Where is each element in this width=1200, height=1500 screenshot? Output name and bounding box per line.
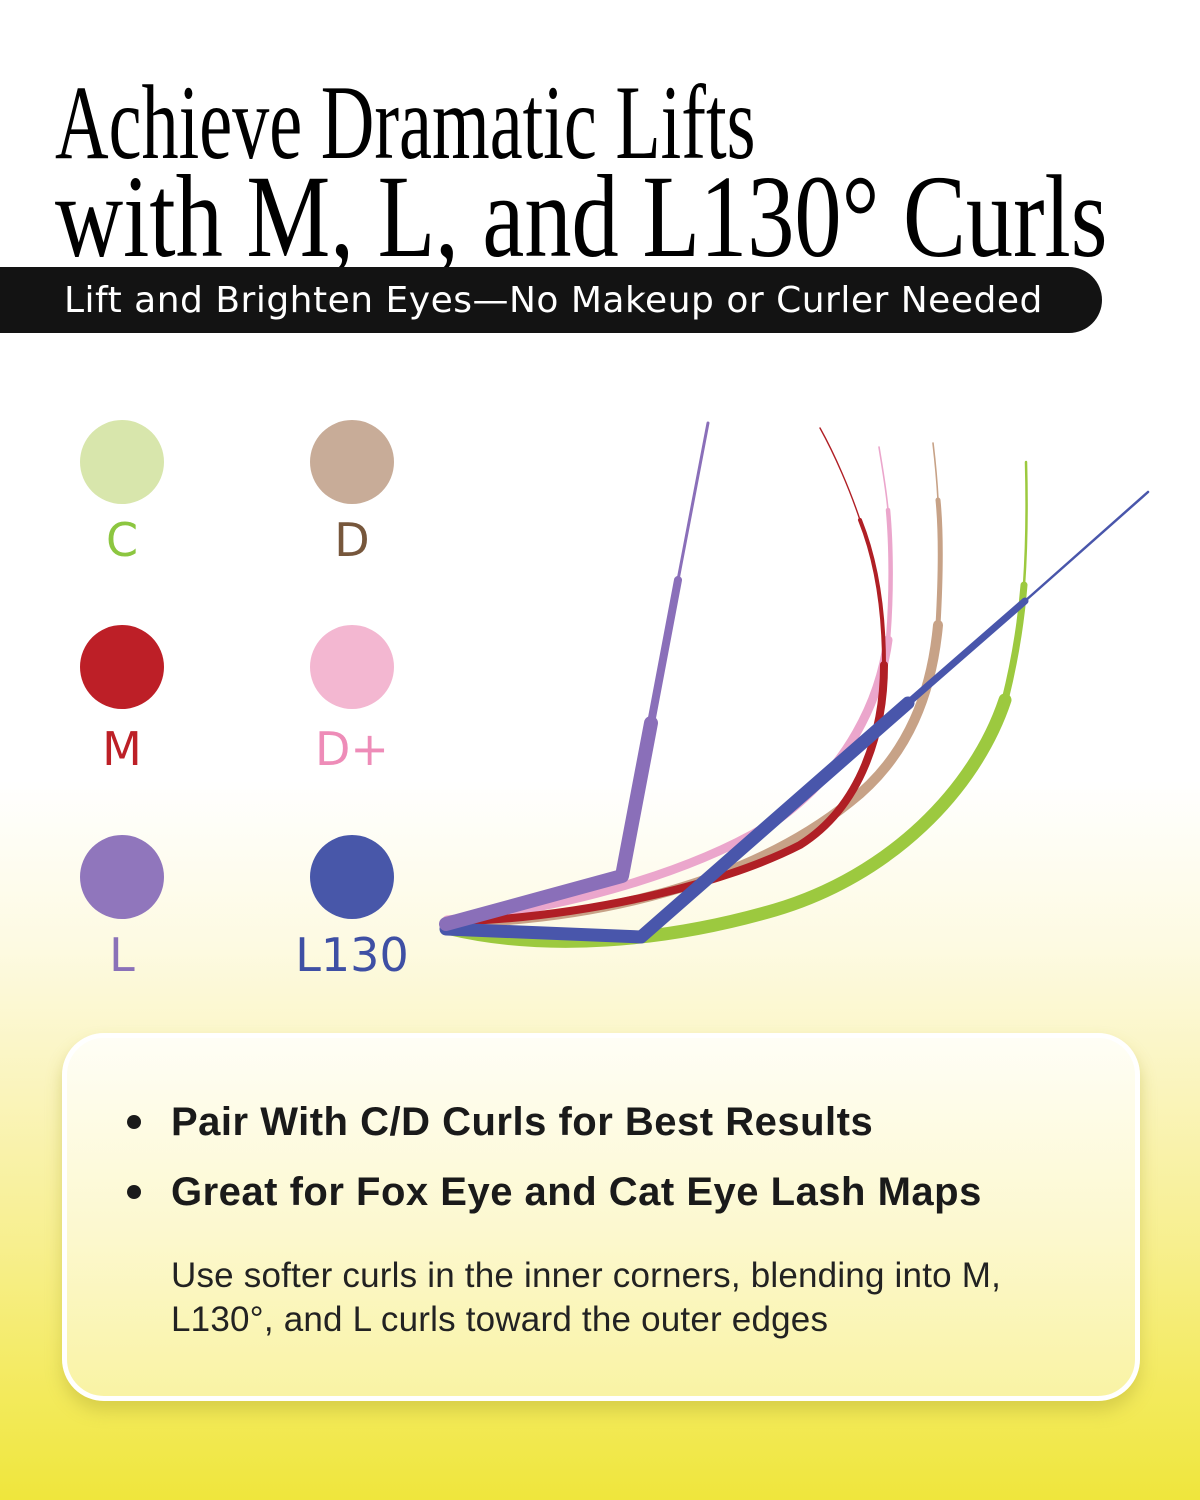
bullet-text-pair-curls: Pair With C/D Curls for Best Results	[171, 1100, 874, 1144]
d-curl-swatch	[310, 420, 394, 504]
c-curl-curve	[440, 460, 1028, 948]
m-curl-curve	[443, 427, 888, 926]
list-item: Pair With C/D Curls for Best Results	[105, 1100, 1095, 1144]
bullet-dot-icon	[127, 1115, 141, 1129]
bullet-text-lash-maps: Great for Fox Eye and Cat Eye Lash Maps	[171, 1170, 982, 1214]
l-curl-curve	[439, 421, 710, 931]
m-curl-swatch	[80, 625, 164, 709]
l130-curl-swatch	[310, 835, 394, 919]
c-curl-swatch	[80, 420, 164, 504]
subtitle-banner: Lift and Brighten Eyes—No Makeup or Curl…	[0, 267, 1102, 333]
l-curl-label: L	[109, 928, 135, 982]
c-curl-label: C	[105, 513, 139, 567]
d-plus-curl-curve	[442, 446, 893, 925]
d-curl-curve	[442, 442, 943, 928]
usage-note: Use softer curls in the inner corners, b…	[171, 1256, 1001, 1340]
d-plus-curl-swatch	[310, 625, 394, 709]
list-item: Great for Fox Eye and Cat Eye Lash Maps	[105, 1170, 1095, 1214]
bullet-dot-icon	[127, 1185, 141, 1199]
d-curl-label: D	[334, 513, 370, 567]
l130-curl-curve	[439, 490, 1150, 944]
l130-curl-label: L130	[295, 928, 409, 982]
tips-box: Pair With C/D Curls for Best Results Gre…	[62, 1033, 1140, 1401]
l-curl-swatch	[80, 835, 164, 919]
m-curl-label: M	[102, 722, 142, 776]
subtitle-banner-text: Lift and Brighten Eyes—No Makeup or Curl…	[64, 279, 1043, 321]
page-title-line1: Achieve Dramatic Lifts	[55, 64, 756, 181]
page-title-line2: with M, L, and L130° Curls	[55, 151, 1108, 282]
d-plus-curl-label: D+	[315, 722, 389, 776]
